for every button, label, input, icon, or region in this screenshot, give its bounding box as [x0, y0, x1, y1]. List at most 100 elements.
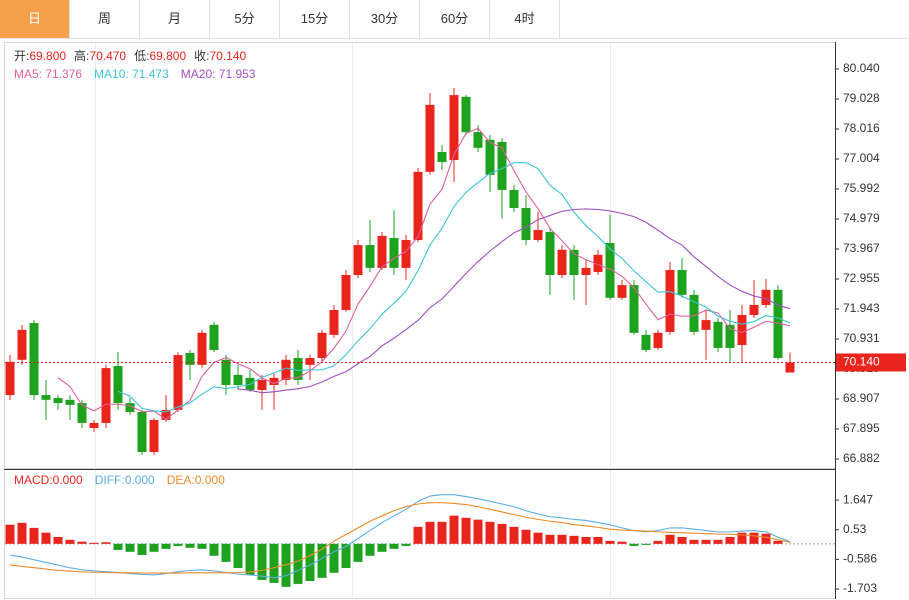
y-tick-label: 68.907 [843, 391, 880, 405]
candle-body [497, 141, 507, 190]
macd-bar [41, 532, 51, 544]
candle-body [77, 403, 87, 423]
indicator-line [117, 162, 791, 413]
macd-bar [317, 543, 327, 578]
macd-bar [269, 543, 279, 583]
candle-body [65, 399, 75, 405]
candle-body [509, 189, 519, 209]
macd-bar [449, 515, 459, 544]
macd-bar [533, 532, 543, 544]
candle-body [437, 151, 447, 163]
macd-bar [425, 521, 435, 544]
macd-bar [557, 534, 567, 544]
candle-body [785, 362, 795, 373]
candle-body [665, 269, 675, 332]
candle-body [653, 332, 663, 348]
candle-body [221, 359, 231, 385]
y-tick-label: 66.882 [843, 451, 880, 465]
period-tab[interactable]: 4时 [490, 0, 560, 38]
macd-bar [641, 543, 651, 545]
candle-body [677, 269, 687, 295]
candle-body [233, 374, 243, 385]
indicator-line [57, 127, 791, 421]
macd-bar [401, 543, 411, 546]
candle-body [485, 139, 495, 175]
candle-body [365, 245, 375, 268]
macd-bar [101, 542, 111, 544]
macd-bar [689, 539, 699, 544]
legend-entry: MA10: 71.473 [94, 67, 169, 81]
y-tick-label: 0.53 [843, 522, 867, 536]
candle-body [461, 96, 471, 133]
macd-bar [581, 536, 591, 544]
macd-bar [257, 543, 267, 580]
candle-body [197, 332, 207, 365]
macd-bar [773, 540, 783, 544]
candle-body [29, 323, 39, 396]
candle-body [737, 315, 747, 345]
candle-body [377, 235, 387, 268]
candle-body [641, 334, 651, 351]
macd-bar [701, 539, 711, 544]
info-label: 开: [14, 49, 29, 63]
candle-body [593, 254, 603, 273]
macd-bar [485, 521, 495, 544]
macd-bar [473, 519, 483, 544]
macd-bar [89, 542, 99, 544]
candle-body [713, 321, 723, 348]
macd-bar [185, 543, 195, 548]
macd-bar [365, 543, 375, 556]
y-tick-label: 74.979 [843, 211, 880, 225]
period-tab[interactable]: 15分 [280, 0, 350, 38]
candle-body [749, 304, 759, 316]
last-price-label: 70.140 [843, 355, 880, 369]
candle-body [413, 171, 423, 241]
macd-bar [137, 543, 147, 555]
legend-entry: MA5: 71.376 [14, 67, 82, 81]
macd-bar [545, 534, 555, 544]
candle-body [581, 267, 591, 276]
macd-bar [65, 539, 75, 544]
legend-entry: DIFF:0.000 [95, 473, 155, 487]
candle-body [209, 324, 219, 351]
macd-bar [617, 541, 627, 544]
candle-body [329, 309, 339, 335]
macd-bar [233, 543, 243, 568]
y-tick-label: 67.895 [843, 421, 880, 435]
period-tab[interactable]: 周 [70, 0, 140, 38]
period-tab[interactable]: 30分 [350, 0, 420, 38]
candle-body [173, 355, 183, 410]
candle-body [725, 324, 735, 348]
candle-body [341, 275, 351, 310]
info-value: 69.800 [149, 49, 186, 63]
y-tick-label: 78.016 [843, 121, 880, 135]
macd-bar [461, 517, 471, 544]
macd-bar [653, 540, 663, 544]
candle-body [605, 242, 615, 298]
indicator-line [9, 502, 791, 574]
period-tab[interactable]: 60分 [420, 0, 490, 38]
period-tab[interactable]: 5分 [210, 0, 280, 38]
candle-body [125, 403, 135, 412]
info-label: 低: [134, 49, 149, 63]
info-label: 收: [194, 49, 209, 63]
macd-bar [173, 543, 183, 546]
candle-body [761, 289, 771, 305]
candle-body [353, 245, 363, 276]
candle-body [689, 294, 699, 332]
macd-bar [329, 543, 339, 573]
y-tick-label: 70.931 [843, 331, 880, 345]
macd-bar [221, 543, 231, 562]
macd-bar [761, 533, 771, 544]
macd-bar [17, 522, 27, 544]
period-tab[interactable]: 日 [0, 0, 70, 38]
macd-bar [677, 536, 687, 544]
info-value: 70.470 [89, 49, 126, 63]
candle-body [701, 320, 711, 330]
macd-bar [197, 543, 207, 549]
period-tab[interactable]: 月 [140, 0, 210, 38]
info-value: 70.140 [209, 49, 246, 63]
candle-body [449, 95, 459, 160]
